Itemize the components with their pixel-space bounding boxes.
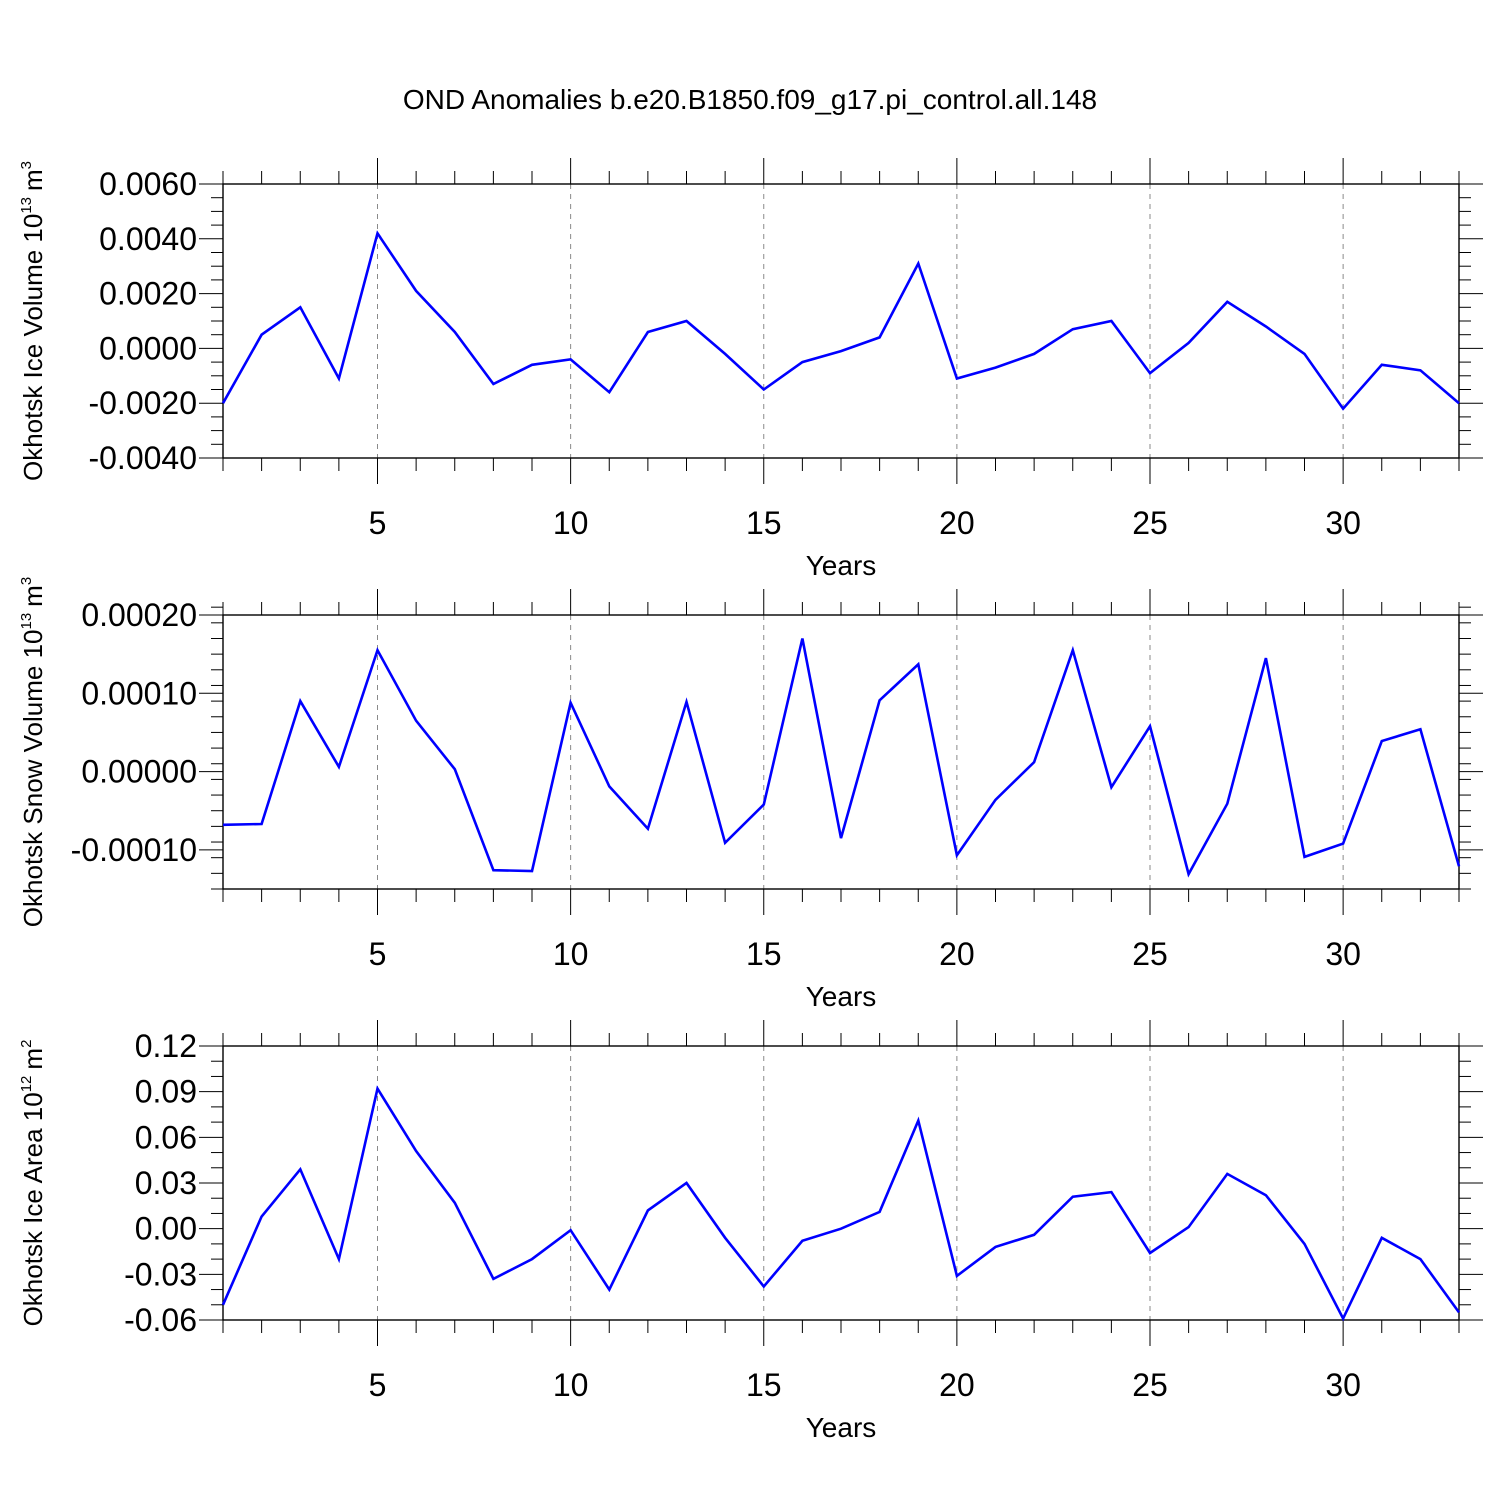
y-axis-label: Okhotsk Ice Area 1012 m2 — [18, 1040, 48, 1327]
series-line — [222, 638, 1461, 878]
x-tick-label: 15 — [746, 936, 782, 972]
y-tick-label: -0.0040 — [88, 440, 197, 476]
y-axis-label-unit: m — [18, 1048, 48, 1070]
y-tick-label: 0.00010 — [81, 675, 197, 711]
x-tick-label: 15 — [746, 505, 782, 541]
x-tick-label: 15 — [746, 1367, 782, 1403]
y-tick-label: -0.0020 — [88, 385, 197, 421]
y-tick-label: 0.00020 — [81, 597, 197, 633]
y-tick-label: 0.0040 — [99, 221, 197, 257]
y-axis-label-exponent: 12 — [18, 1076, 35, 1093]
plot-frame — [222, 1045, 1460, 1321]
series-line — [221, 230, 1460, 411]
x-tick-label: 10 — [553, 1367, 589, 1403]
x-axis-label: Years — [806, 550, 877, 581]
x-tick-label: 30 — [1325, 936, 1361, 972]
x-axis-label: Years — [806, 981, 877, 1012]
y-axis-label-text: Okhotsk Ice Volume 10 — [18, 214, 48, 481]
panel-2: -0.00010 0.00000 0.00010 0.00020 5 10 15 20 25 30… — [18, 577, 1483, 1012]
x-tick-label: 30 — [1325, 505, 1361, 541]
x-axis-label: Years — [806, 1412, 877, 1443]
y-axis-label-unit: m — [18, 169, 48, 191]
y-axis-label-exponent: 13 — [18, 197, 35, 214]
y-axis-label-text: Okhotsk Ice Area 10 — [18, 1092, 48, 1326]
y-tick-label: 0.0060 — [99, 166, 197, 202]
x-tick-label: 20 — [939, 936, 975, 972]
x-tick-label: 25 — [1132, 1367, 1168, 1403]
y-tick-label: 0.12 — [135, 1028, 197, 1064]
x-tick-label: 25 — [1132, 936, 1168, 972]
y-tick-label: 0.0000 — [99, 330, 197, 366]
y-tick-label: 0.00000 — [81, 754, 197, 790]
x-tick-label: 30 — [1325, 1367, 1361, 1403]
plot-frame — [222, 614, 1460, 890]
panel-3: -0.06 -0.03 0.00 0.03 0.06 0.09 0.12 5 10 15 20 25 3… — [18, 1020, 1483, 1443]
y-axis-label: Okhotsk Ice Volume 1013 m3 — [18, 161, 48, 481]
y-axis-label-unit-exponent: 3 — [18, 161, 35, 169]
y-axis-label: Okhotsk Snow Volume 1013 m3 — [18, 577, 48, 927]
x-tick-label: 5 — [369, 505, 387, 541]
y-tick-label: -0.03 — [124, 1256, 197, 1292]
x-tick-label: 10 — [553, 505, 589, 541]
series-line — [221, 1085, 1461, 1322]
x-tick-label: 10 — [553, 936, 589, 972]
panel-1: -0.0040 -0.0020 0.0000 0.0020 0.0040 0.0060 5 1… — [18, 158, 1483, 581]
y-tick-label: 0.09 — [135, 1074, 197, 1110]
figure-title: OND Anomalies b.e20.B1850.f09_g17.pi_con… — [403, 84, 1097, 115]
y-tick-label: 0.03 — [135, 1165, 197, 1201]
x-tick-label: 20 — [939, 505, 975, 541]
x-tick-label: 20 — [939, 1367, 975, 1403]
y-axis-label-text: Okhotsk Snow Volume 10 — [18, 629, 48, 927]
y-axis-label-unit-exponent: 3 — [18, 577, 35, 585]
y-tick-label: -0.06 — [124, 1302, 197, 1338]
y-axis-label-unit: m — [18, 585, 48, 607]
y-tick-label: 0.06 — [135, 1119, 197, 1155]
y-tick-label: 0.00 — [135, 1211, 197, 1247]
plot-frame — [222, 183, 1460, 459]
y-axis-label-unit-exponent: 2 — [18, 1040, 35, 1048]
x-tick-label: 25 — [1132, 505, 1168, 541]
x-tick-label: 5 — [369, 1367, 387, 1403]
y-tick-label: -0.00010 — [71, 832, 197, 868]
x-tick-label: 5 — [369, 936, 387, 972]
y-axis-label-exponent: 13 — [18, 613, 35, 630]
y-tick-label: 0.0020 — [99, 276, 197, 312]
